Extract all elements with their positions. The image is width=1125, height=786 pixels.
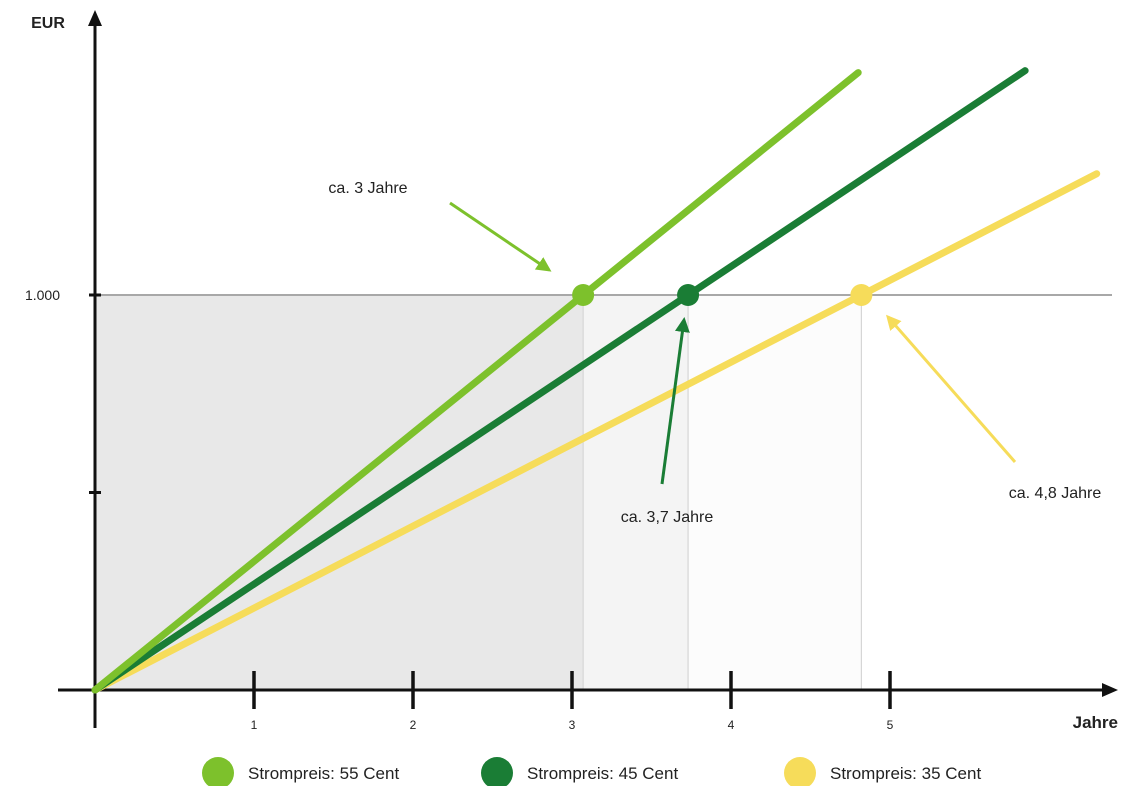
y-axis-label: EUR: [31, 15, 65, 32]
legend-swatch-1: [202, 757, 234, 786]
legend-swatch-3: [784, 757, 816, 786]
legend-label-1: Strompreis: 55 Cent: [248, 764, 399, 783]
series-line-3: [91, 170, 1101, 694]
x-axis-arrow: [1102, 683, 1118, 697]
annotation-label-3: ca. 4,8 Jahre: [1009, 485, 1102, 502]
annotation-arrow-2: [660, 317, 690, 485]
payback-region-35: [688, 295, 862, 690]
legend-label-3: Strompreis: 35 Cent: [830, 764, 981, 783]
series-line-1: [91, 69, 862, 694]
annotation-label-1: ca. 3 Jahre: [328, 180, 407, 197]
break-even-point-2: [677, 284, 700, 306]
annotation-label-2: ca. 3,7 Jahre: [621, 509, 714, 526]
x-tick-label-3: 3: [569, 718, 576, 732]
legend-swatch-2: [481, 757, 513, 786]
break-even-point-3: [850, 284, 873, 306]
payback-region-45: [583, 295, 689, 690]
break-even-point-1: [572, 284, 595, 306]
series-line-2: [91, 67, 1029, 694]
y-tick-label-1: 1.000: [25, 287, 60, 303]
annotation-arrow-3: [886, 314, 1017, 463]
x-tick-label-1: 1: [251, 718, 258, 732]
x-tick-label-2: 2: [410, 718, 417, 732]
annotation-arrow-1: [449, 201, 552, 272]
y-axis-arrow: [88, 10, 102, 26]
legend-label-2: Strompreis: 45 Cent: [527, 764, 678, 783]
x-axis-label: Jahre: [1073, 713, 1118, 732]
x-tick-label-5: 5: [887, 718, 894, 732]
x-tick-label-4: 4: [728, 718, 735, 732]
